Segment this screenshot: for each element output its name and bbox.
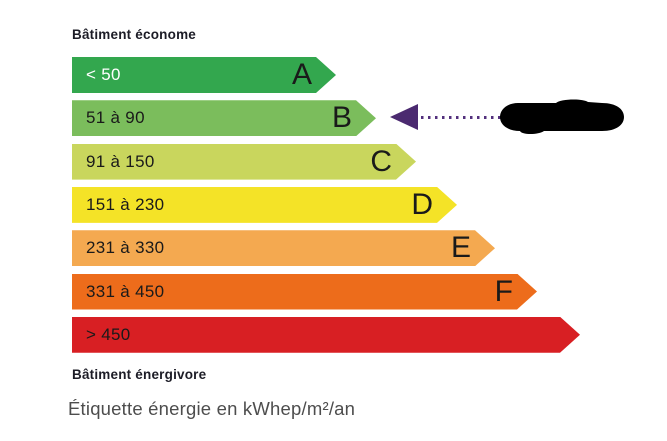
bar-class-letter: C <box>370 144 392 178</box>
energy-bar-D: 151 à 230 D <box>72 187 457 223</box>
energy-label-caption: Étiquette énergie en kWhep/m²/an <box>68 398 356 419</box>
bar-range-text: 51 à 90 <box>86 108 145 128</box>
selected-class-arrow-icon <box>390 104 418 130</box>
energy-bar-A: < 50 A <box>72 57 336 93</box>
bar-range-text: 331 à 450 <box>86 281 165 301</box>
marker-dotted-line <box>421 116 501 119</box>
energy-bar-C: 91 à 150 C <box>72 144 416 180</box>
energy-bar-G: > 450 <box>72 317 580 353</box>
energy-bar-F: 331 à 450 F <box>72 274 537 310</box>
energy-bar-E: 231 à 330 E <box>72 230 495 266</box>
redacted-value-blob <box>500 99 624 134</box>
economical-building-label: Bâtiment économe <box>72 27 196 42</box>
bar-range-text: 231 à 330 <box>86 238 165 258</box>
bar-class-letter: F <box>494 274 513 308</box>
bar-class-letter: A <box>291 58 312 91</box>
bar-class-letter: D <box>411 187 433 221</box>
bar-range-text: > 450 <box>86 324 131 344</box>
bar-range-text: 151 à 230 <box>86 194 165 214</box>
bar-class-letter: E <box>450 231 471 265</box>
energy-intensive-building-label: Bâtiment énergivore <box>72 367 207 382</box>
energy-bar-B: 51 à 90 B <box>72 100 376 136</box>
bar-class-letter: B <box>331 101 352 135</box>
bar-range-text: < 50 <box>86 65 121 84</box>
energy-scale: < 50 A 51 à 90 B 91 à 150 C 151 à 230 D 231 à 33… <box>72 57 612 410</box>
bar-range-text: 91 à 150 <box>86 151 155 171</box>
